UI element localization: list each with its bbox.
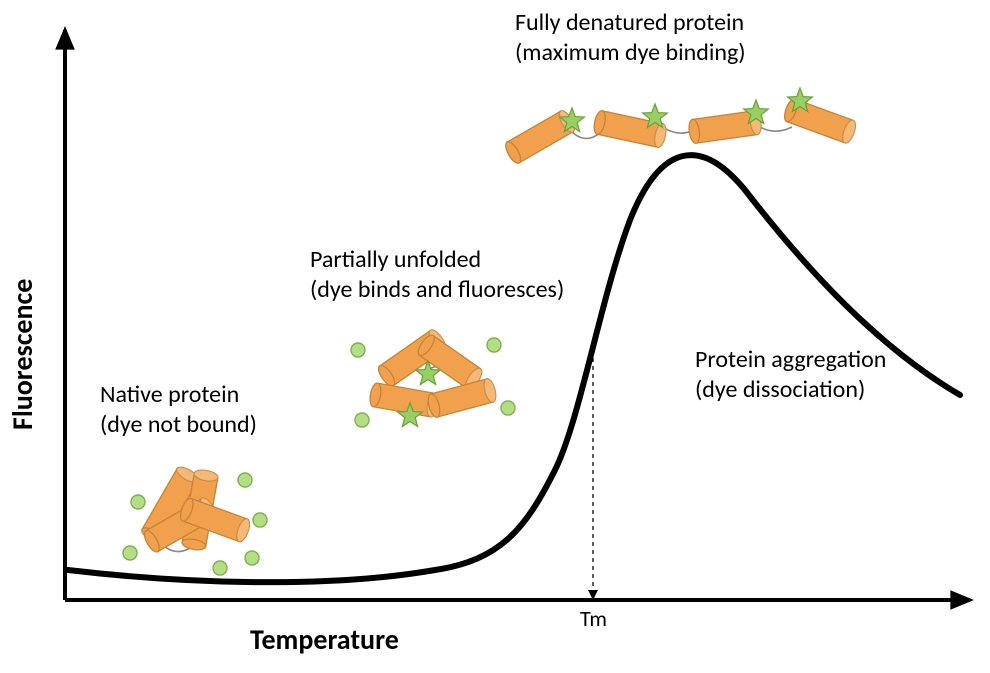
partial-label-line2: (dye binds and fluoresces) [310, 275, 564, 305]
native-label-line1: Native protein [100, 380, 257, 410]
partial-label-line1: Partially unfolded [310, 245, 564, 275]
partial-label: Partially unfolded (dye binds and fluore… [310, 245, 564, 305]
tm-label: Tm [580, 605, 607, 633]
partial-unfolded-illustration [351, 328, 515, 427]
y-axis-label: Fluorescence [5, 279, 40, 430]
denatured-label-line1: Fully denatured protein [515, 8, 746, 38]
aggregation-label-line2: (dye dissociation) [695, 375, 886, 405]
diagram-svg [0, 0, 990, 673]
x-axis-label: Temperature [250, 622, 399, 657]
aggregation-label: Protein aggregation (dye dissociation) [695, 345, 886, 405]
y-axis-arrowhead [55, 26, 75, 50]
native-label: Native protein (dye not bound) [100, 380, 257, 440]
native-protein-illustration [123, 464, 267, 575]
x-axis-arrowhead [950, 590, 974, 610]
denatured-label-line2: (maximum dye binding) [515, 38, 746, 68]
native-label-line2: (dye not bound) [100, 410, 257, 440]
aggregation-label-line1: Protein aggregation [695, 345, 886, 375]
denatured-label: Fully denatured protein (maximum dye bin… [515, 8, 746, 68]
tm-marker [588, 342, 598, 600]
